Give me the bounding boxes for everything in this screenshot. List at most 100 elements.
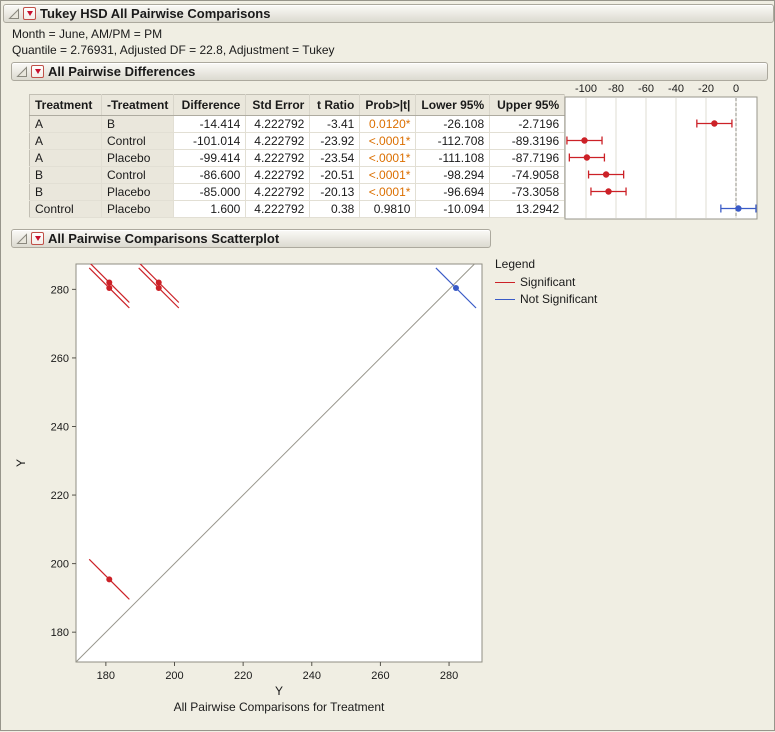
red-triangle-glyph	[26, 11, 33, 16]
x-tick-label: 200	[165, 670, 183, 682]
value-cell[interactable]: <.0001*	[359, 183, 417, 201]
plot-footnote: All Pairwise Comparisons for Treatment	[174, 700, 385, 714]
scatter-point[interactable]	[106, 576, 113, 583]
treatment-cell[interactable]: A	[29, 132, 102, 150]
scatter-point[interactable]	[155, 279, 162, 286]
difference-interval-plot[interactable]: -100 -80 -60 -40 -20 0	[561, 81, 761, 221]
value-cell[interactable]: -14.414	[173, 115, 247, 133]
value-cell[interactable]: -86.600	[173, 166, 247, 184]
value-cell[interactable]: -87.7196	[489, 149, 566, 167]
red-triangle-menu-icon[interactable]	[31, 232, 44, 245]
treatment-cell[interactable]: B	[29, 183, 102, 201]
interval-center-point[interactable]	[602, 171, 610, 178]
value-cell[interactable]: -10.094	[415, 200, 491, 218]
value-cell[interactable]: -20.13	[309, 183, 361, 201]
report-outline-header[interactable]: Tukey HSD All Pairwise Comparisons	[3, 4, 774, 23]
value-cell[interactable]: -101.014	[173, 132, 247, 150]
interval-axis-tick-label: -80	[608, 83, 624, 95]
disclosure-triangle-icon[interactable]	[16, 65, 28, 78]
scatter-point[interactable]	[106, 284, 113, 291]
value-cell[interactable]: 4.222792	[245, 115, 311, 133]
column-header: -Treatment	[101, 94, 175, 116]
value-cell[interactable]: -74.9058	[489, 166, 566, 184]
scatterplot-section-title: All Pairwise Comparisons Scatterplot	[48, 231, 280, 246]
value-cell[interactable]: -96.694	[415, 183, 491, 201]
legend-item-label: Not Significant	[520, 292, 598, 306]
scatterplot-section-header[interactable]: All Pairwise Comparisons Scatterplot	[11, 229, 491, 248]
value-cell[interactable]: -2.7196	[489, 115, 566, 133]
value-cell[interactable]: 4.222792	[245, 183, 311, 201]
scatter-point[interactable]	[155, 284, 162, 291]
diff-table-header-row: Treatment -Treatment Difference Std Error t …	[29, 94, 566, 116]
treatment-cell[interactable]: A	[29, 115, 102, 133]
value-cell[interactable]: <.0001*	[359, 149, 417, 167]
table-row: A B -14.414 4.222792 -3.41 0.0120* -26.108 -2.7…	[29, 115, 566, 133]
diff-table-body: A B -14.414 4.222792 -3.41 0.0120* -26.108 -2.7…	[29, 115, 566, 218]
value-cell[interactable]: 0.9810	[359, 200, 417, 218]
value-cell[interactable]: 4.222792	[245, 149, 311, 167]
y-tick-label: 260	[51, 353, 69, 365]
scatter-point[interactable]	[452, 284, 459, 291]
column-header: Std Error	[245, 94, 311, 116]
red-triangle-glyph	[34, 236, 41, 241]
differences-section-header[interactable]: All Pairwise Differences	[11, 62, 768, 81]
treatment-cell[interactable]: B	[29, 166, 102, 184]
y-tick-label: 220	[51, 490, 69, 502]
table-row: Control Placebo 1.600 4.222792 0.38 0.9810 -10…	[29, 200, 566, 218]
scatterplot-frame[interactable]	[75, 263, 483, 663]
value-cell[interactable]: 4.222792	[245, 132, 311, 150]
treatment-cell[interactable]: Control	[29, 200, 102, 218]
value-cell[interactable]: -85.000	[173, 183, 247, 201]
value-cell[interactable]: -73.3058	[489, 183, 566, 201]
value-cell[interactable]: -23.54	[309, 149, 361, 167]
table-row: B Control -86.600 4.222792 -20.51 <.0001* -98.…	[29, 166, 566, 184]
value-cell[interactable]: 4.222792	[245, 166, 311, 184]
value-cell[interactable]: <.0001*	[359, 132, 417, 150]
report-title: Tukey HSD All Pairwise Comparisons	[40, 6, 271, 21]
treatment-cell[interactable]: Placebo	[101, 149, 175, 167]
value-cell[interactable]: -3.41	[309, 115, 361, 133]
legend-item[interactable]: Not Significant	[495, 292, 597, 306]
disclosure-triangle-icon[interactable]	[16, 232, 28, 245]
treatment-cell[interactable]: Placebo	[101, 183, 175, 201]
identity-line	[75, 263, 475, 663]
value-cell[interactable]: 0.38	[309, 200, 361, 218]
value-cell[interactable]: 13.2942	[489, 200, 566, 218]
disclosure-triangle-glyph	[16, 232, 27, 244]
scatter-point[interactable]	[106, 279, 113, 286]
pairwise-scatterplot[interactable]: 180 200 220 240 260 280 180 200 220 240 260 280 Y All…	[11, 256, 491, 732]
grouping-info-line: Month = June, AM/PM = PM	[12, 27, 163, 41]
value-cell[interactable]: 4.222792	[245, 200, 311, 218]
disclosure-triangle-icon[interactable]	[8, 7, 20, 20]
disclosure-triangle-glyph	[8, 7, 19, 19]
interval-axis-tick-label: -40	[668, 83, 684, 95]
value-cell[interactable]: -112.708	[415, 132, 491, 150]
value-cell[interactable]: -99.414	[173, 149, 247, 167]
treatment-cell[interactable]: A	[29, 149, 102, 167]
treatment-cell[interactable]: B	[101, 115, 175, 133]
value-cell[interactable]: -23.92	[309, 132, 361, 150]
table-row: B Placebo -85.000 4.222792 -20.13 <.0001* -96.…	[29, 183, 566, 201]
interval-center-point[interactable]	[581, 137, 588, 144]
red-triangle-menu-icon[interactable]	[31, 65, 44, 78]
value-cell[interactable]: 1.600	[173, 200, 247, 218]
interval-center-point[interactable]	[735, 205, 742, 212]
value-cell[interactable]: -98.294	[415, 166, 491, 184]
interval-center-point[interactable]	[583, 154, 591, 161]
value-cell[interactable]: <.0001*	[359, 166, 417, 184]
interval-center-point[interactable]	[605, 188, 612, 195]
red-triangle-menu-icon[interactable]	[23, 7, 36, 20]
x-axis-label: Y	[275, 684, 283, 698]
value-cell[interactable]: -89.3196	[489, 132, 566, 150]
interval-center-point[interactable]	[711, 120, 718, 127]
column-header: Difference	[173, 94, 247, 116]
treatment-cell[interactable]: Control	[101, 132, 175, 150]
value-cell[interactable]: -26.108	[415, 115, 491, 133]
value-cell[interactable]: 0.0120*	[359, 115, 417, 133]
value-cell[interactable]: -20.51	[309, 166, 361, 184]
value-cell[interactable]: -111.108	[415, 149, 491, 167]
treatment-cell[interactable]: Placebo	[101, 200, 175, 218]
pairwise-differences-table: Treatment -Treatment Difference Std Error t …	[29, 94, 566, 218]
legend-item[interactable]: Significant	[495, 275, 597, 289]
treatment-cell[interactable]: Control	[101, 166, 175, 184]
